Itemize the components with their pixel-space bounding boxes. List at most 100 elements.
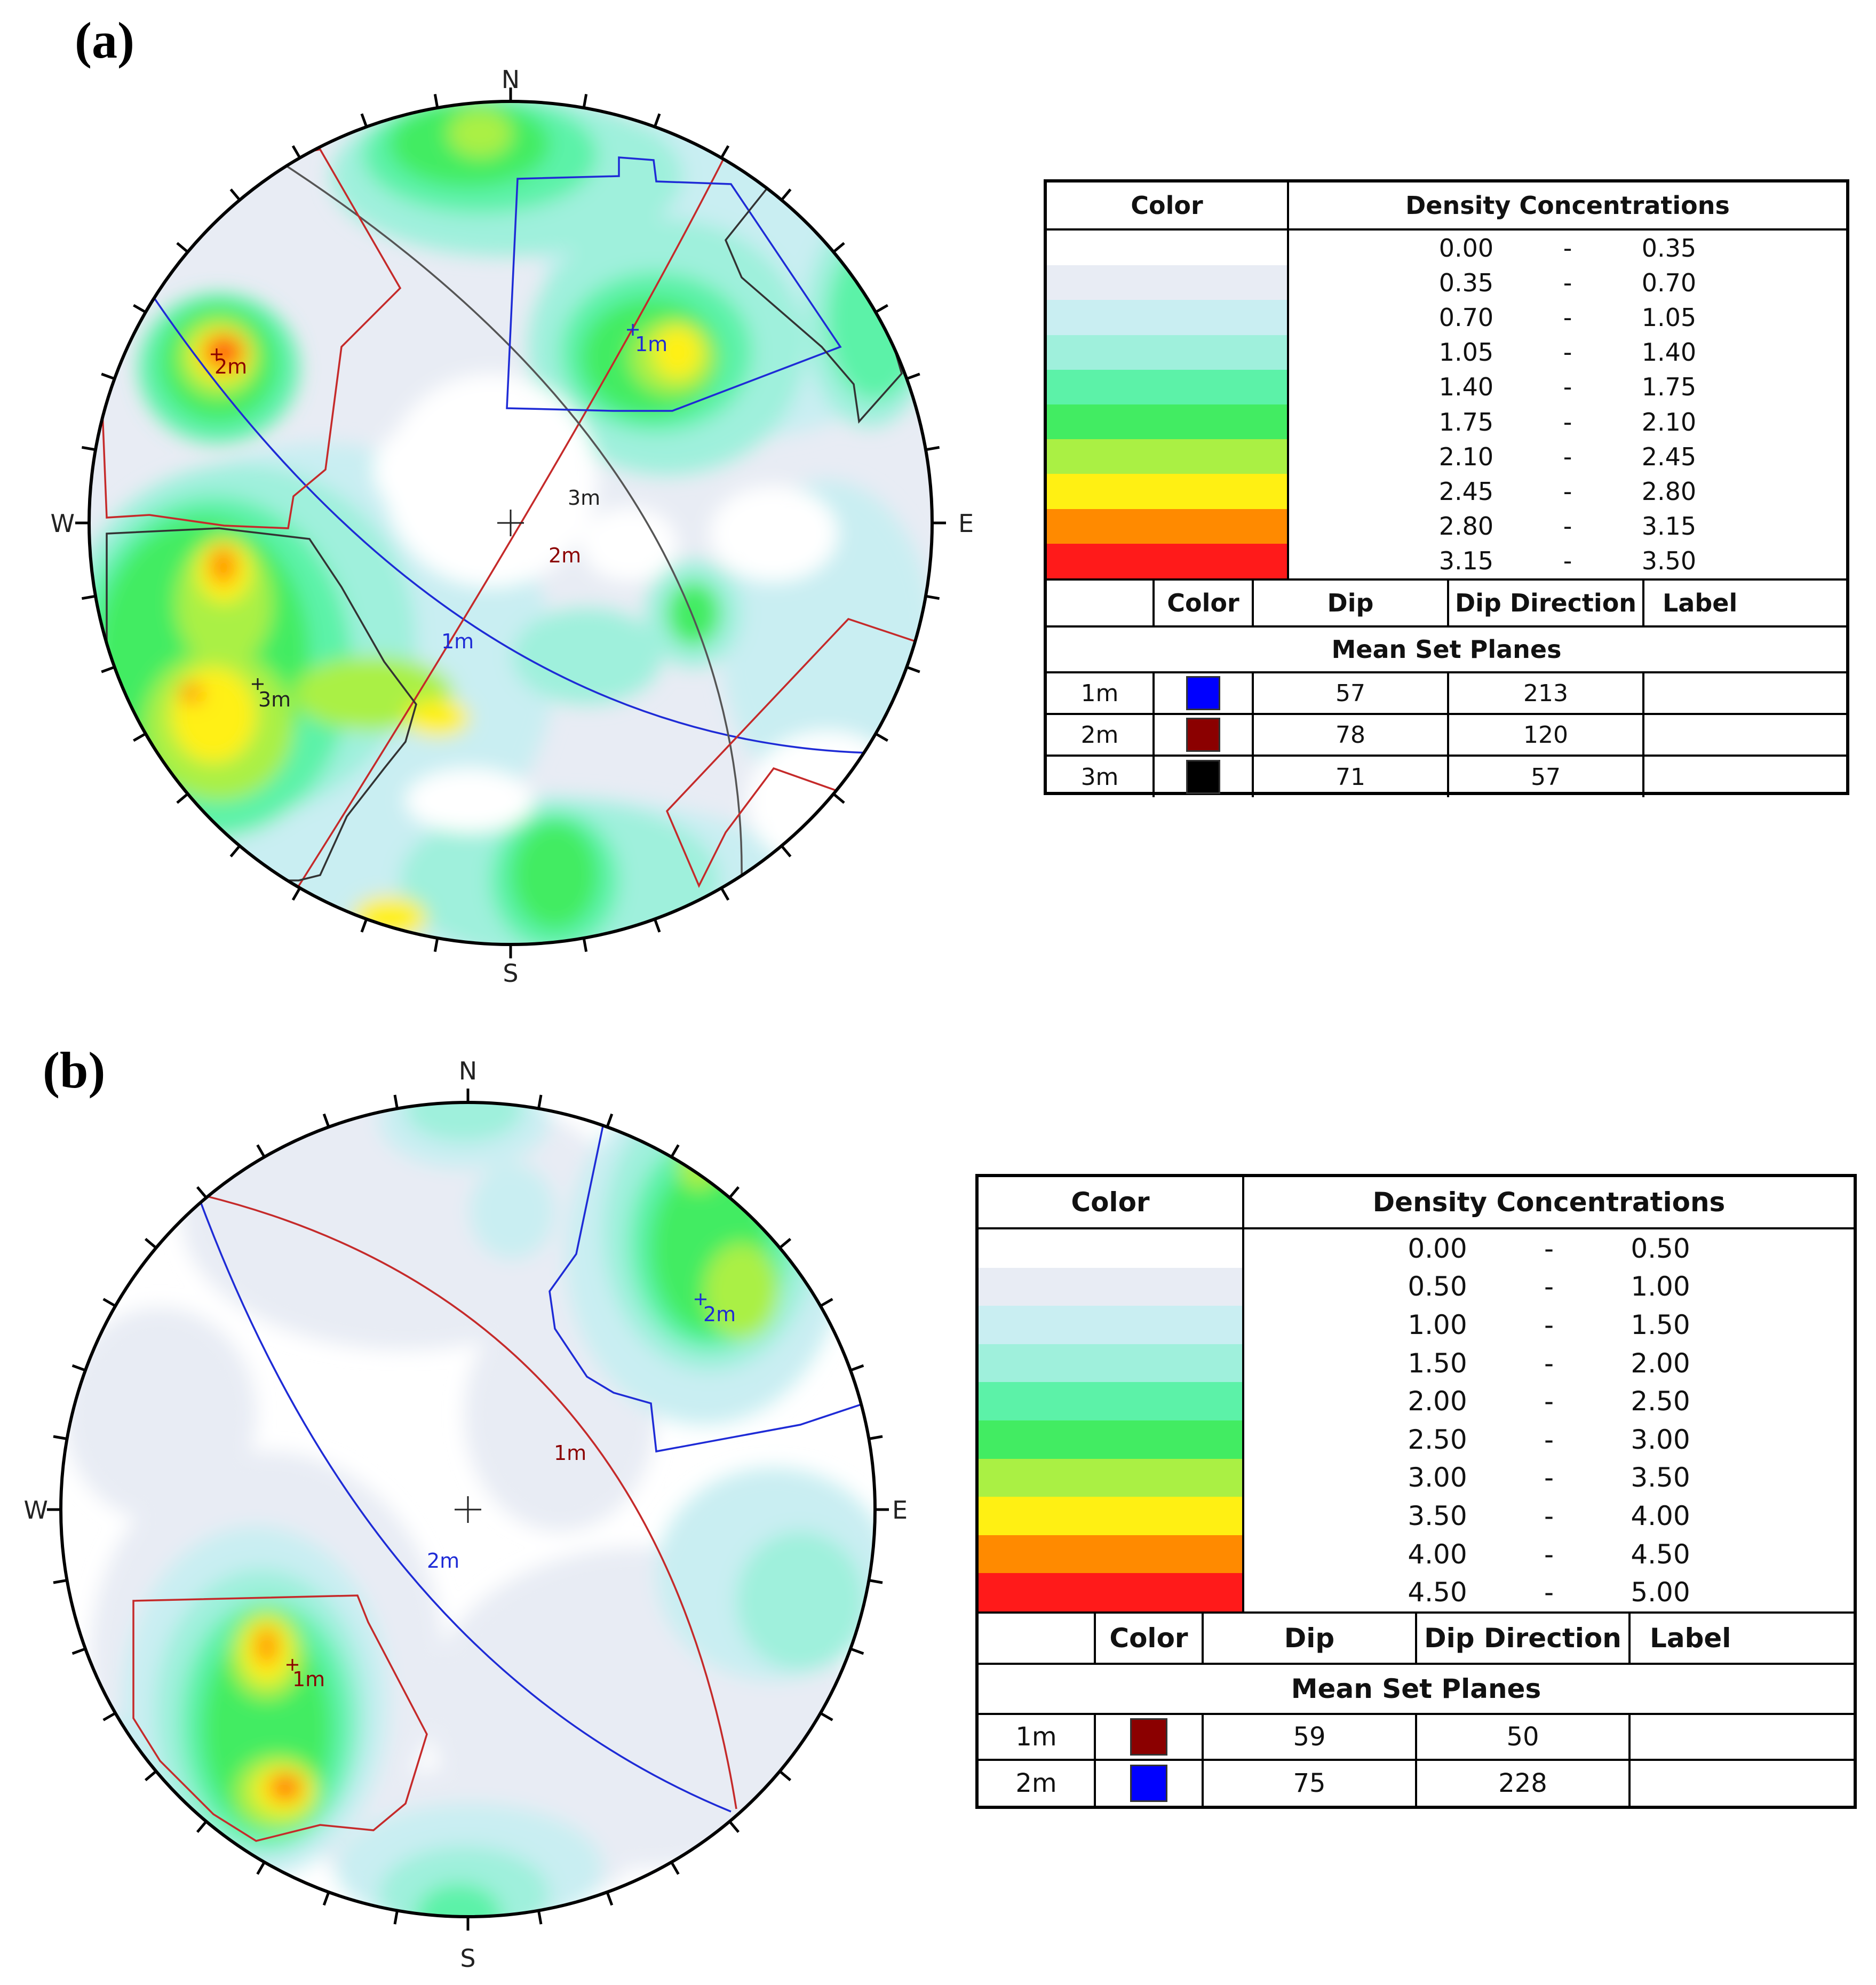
legend-b-section-title: Mean Set Planes [979,1664,1854,1715]
set-swatch [1130,1765,1167,1802]
density-range-row: 0.00 - 0.50 [1244,1229,1854,1268]
great-circle-2m-b [199,1200,732,1813]
density-band [1047,335,1287,370]
set-dip-direction: 50 [1416,1714,1631,1761]
azimuth-tick [780,845,792,857]
legend-a-color-header: Color [1047,182,1289,231]
azimuth-tick [229,188,241,201]
set-id: 1m [979,1714,1096,1761]
density-band [979,1306,1242,1344]
plane-label-1m: 1m [441,630,474,653]
range-low: 0.00 [1408,1233,1467,1264]
plane-label-3m: 3m [568,486,600,510]
density-range-row: 1.40 - 1.75 [1289,370,1846,404]
density-range-row: 0.00 - 0.35 [1289,231,1846,265]
azimuth-tick [868,1435,883,1440]
azimuth-tick [850,1647,864,1655]
range-low: 3.00 [1408,1462,1467,1494]
mean-set-row: 2m 75 228 [979,1760,1854,1806]
azimuth-tick [291,145,301,159]
azimuth-tick [537,1094,543,1109]
compass-e-a: E [958,509,974,538]
compass-e-b: E [892,1496,908,1525]
range-high: 5.00 [1631,1577,1690,1608]
range-sep: - [1563,233,1572,263]
density-band [979,1573,1242,1611]
plane-label-1m-b: 1m [554,1441,586,1465]
set-dip: 78 [1253,714,1449,757]
density-range-row: 3.00 - 3.50 [1244,1459,1854,1497]
legend-b-ranges: 0.00-0.50 0.50-1.00 1.00-1.50 1.50-2.00 2.00… [1243,1228,1854,1614]
mean-set-row: 1m 59 50 [979,1714,1854,1761]
density-band [979,1420,1242,1459]
azimuth-tick [653,918,661,933]
azimuth-tick [582,938,588,952]
panel-a-label: (a) [75,12,134,69]
range-high: 2.10 [1641,407,1697,436]
range-sep: - [1544,1577,1554,1608]
legend-b-color-scale [979,1228,1244,1614]
legend-a-col-dip: Dip [1253,581,1449,628]
azimuth-tick [322,1892,330,1906]
density-range-row: 0.70 - 1.05 [1289,300,1846,335]
set-id: 2m [979,1760,1096,1806]
azimuth-tick [71,1364,86,1372]
range-low: 2.80 [1438,512,1494,541]
range-sep: - [1544,1538,1554,1570]
azimuth-tick [133,304,147,314]
range-sep: - [1544,1424,1554,1455]
range-high: 3.15 [1641,512,1697,541]
range-high: 3.00 [1631,1424,1690,1455]
density-range-row: 3.50 - 4.00 [1244,1497,1854,1535]
pole-marker-2m [211,348,222,360]
range-sep: - [1544,1500,1554,1531]
pole-label-2m: 2m [214,355,247,378]
compass-s-b: S [460,1944,475,1973]
range-high: 4.00 [1631,1500,1690,1531]
azimuth-tick [728,1820,740,1833]
center-cross-a [497,510,524,536]
range-high: 1.40 [1641,338,1697,367]
great-circle-2m [298,154,727,886]
azimuth-tick [925,446,940,451]
density-band [1047,300,1287,335]
compass-n-a: N [502,65,520,94]
azimuth-tick [582,93,588,108]
density-range-row: 4.50 - 5.00 [1244,1573,1854,1611]
legend-b-density-header: Density Concentrations [1243,1177,1854,1229]
density-range-row: 4.00 - 4.50 [1244,1535,1854,1574]
pole-marker-1m [627,324,639,336]
azimuth-tick [906,372,920,380]
set-dip-direction: 120 [1448,714,1644,757]
pole-label-2m-b: 2m [703,1303,736,1326]
density-range-row: 2.80 - 3.15 [1289,509,1846,544]
range-high: 3.50 [1631,1462,1690,1494]
density-band [1047,231,1287,266]
density-range-row: 2.10 - 2.45 [1289,439,1846,474]
compass-s-a: S [503,959,518,988]
density-range-row: 1.75 - 2.10 [1289,404,1846,439]
azimuth-tick [229,845,241,857]
great-circle-1m-b [202,1194,737,1809]
set-id: 3m [1047,756,1155,797]
range-sep: - [1563,372,1572,402]
window-1m-b [132,1594,428,1842]
legend-a-col-color: Color [1154,581,1254,628]
range-high: 1.75 [1641,372,1697,402]
stereonet-a: 1m 2m 3m 1m 2m 3m N E S W [51,65,974,988]
set-label [1643,756,1846,797]
azimuth-tick [176,242,189,253]
azimuth-tick [820,1298,833,1307]
legend-a-color-scale [1047,229,1289,581]
density-band [1047,369,1287,404]
stereonet-b: 2m 1m 1m 2m N E S W [24,1057,908,1973]
density-band [1047,509,1287,544]
range-sep: - [1563,546,1572,576]
compass-n-b: N [459,1057,477,1085]
azimuth-tick [875,304,888,314]
range-low: 3.15 [1438,546,1494,576]
range-high: 0.35 [1641,233,1697,263]
range-sep: - [1563,442,1572,471]
range-low: 2.50 [1408,1424,1467,1455]
set-label [1643,672,1846,715]
